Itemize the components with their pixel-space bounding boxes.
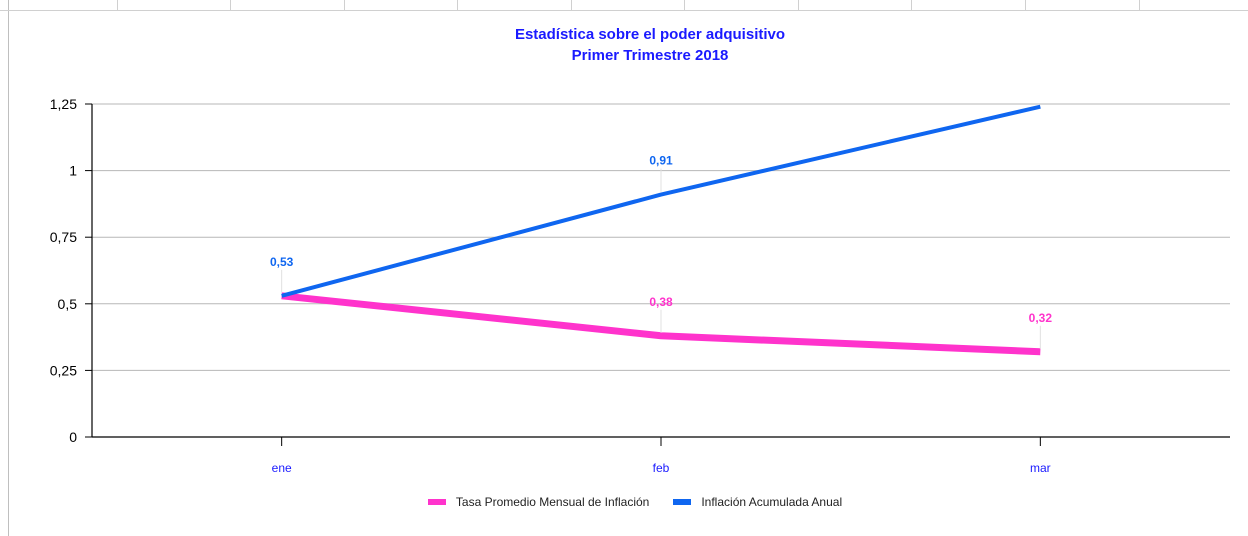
legend-item-series-1: Tasa Promedio Mensual de Inflación	[427, 495, 650, 509]
y-tick-label: 1,25	[50, 96, 77, 112]
sheet-column-line	[1139, 0, 1140, 10]
y-tick-label: 1	[69, 163, 77, 179]
data-label: 0,32	[1029, 311, 1053, 325]
chart-title-block: Estadística sobre el poder adquisitivo P…	[0, 24, 1248, 66]
legend-label-series-2: Inflación Acumulada Anual	[701, 495, 843, 509]
chart-title: Estadística sobre el poder adquisitivo	[514, 26, 786, 43]
y-tick-label: 0	[69, 429, 77, 445]
x-tick-label: feb	[653, 461, 670, 475]
y-tick-label: 0,5	[58, 296, 78, 312]
sheet-column-line	[911, 0, 912, 10]
legend-swatch-series-2	[673, 499, 692, 505]
series-line-2	[281, 104, 1041, 298]
sheet-left-border	[0, 0, 9, 536]
legend-label-series-1: Tasa Promedio Mensual de Inflación	[455, 495, 650, 509]
data-label: 0,38	[649, 295, 673, 309]
chart-area[interactable]	[9, 11, 1248, 536]
sheet-column-line	[230, 0, 231, 10]
y-tick-label: 0,25	[50, 362, 77, 378]
data-label: 0,91	[649, 154, 673, 168]
x-tick-label: mar	[1030, 461, 1051, 475]
legend-item-series-2: Inflación Acumulada Anual	[673, 495, 842, 509]
sheet-column-line	[1025, 0, 1026, 10]
legend-swatch-series-1	[427, 499, 446, 505]
series-line-1	[281, 292, 1041, 356]
y-tick-label: 0,75	[50, 229, 77, 245]
sheet-column-line	[117, 0, 118, 10]
data-label: 0,53	[270, 255, 294, 269]
sheet-column-line	[344, 0, 345, 10]
chart-subtitle: Primer Trimestre 2018	[571, 47, 729, 64]
sheet-column-line	[571, 0, 572, 10]
sheet-column-line	[798, 0, 799, 10]
sheet-column-line	[684, 0, 685, 10]
chart-legend: Tasa Promedio Mensual de Inflación Infla…	[0, 495, 1248, 509]
sheet-column-line	[457, 0, 458, 10]
x-tick-label: ene	[272, 461, 292, 475]
sheet-row-divider	[0, 10, 1248, 11]
